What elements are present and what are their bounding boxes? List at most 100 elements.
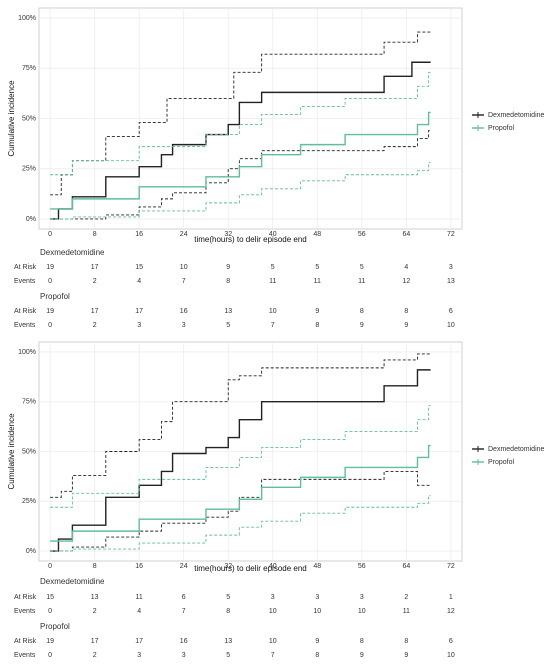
- legend-label: Dexmedetomidine: [488, 446, 545, 453]
- risk-value: 7: [271, 652, 275, 659]
- risk-value: 7: [182, 608, 186, 615]
- x-tick-label: 56: [358, 231, 366, 238]
- legend-label: Propofol: [488, 125, 515, 132]
- risk-value: 12: [402, 278, 410, 285]
- y-tick-label: 100%: [18, 349, 36, 356]
- x-tick-label: 16: [135, 563, 143, 570]
- x-tick-label: 72: [447, 563, 455, 570]
- risk-value: 17: [91, 308, 99, 315]
- risk-value: 9: [315, 308, 319, 315]
- x-tick-label: 32: [224, 563, 232, 570]
- risk-row-label: At Risk: [14, 308, 37, 315]
- risk-group-title: Propofol: [40, 622, 70, 631]
- ci-lower-line: [50, 162, 431, 220]
- risk-value: 0: [48, 652, 52, 659]
- x-tick-label: 16: [135, 231, 143, 238]
- risk-value: 4: [137, 278, 141, 285]
- ci-upper-line: [50, 353, 431, 498]
- risk-row-label: At Risk: [14, 264, 37, 271]
- estimate-line: [50, 444, 431, 542]
- risk-value: 4: [404, 264, 408, 271]
- risk-value: 6: [449, 638, 453, 645]
- risk-value: 6: [449, 308, 453, 315]
- risk-value: 9: [360, 322, 364, 329]
- ci-lower-line: [50, 494, 431, 552]
- x-tick-label: 8: [93, 563, 97, 570]
- risk-group-title: Dexmedetomidine: [40, 577, 105, 586]
- risk-value: 5: [226, 594, 230, 601]
- risk-value: 9: [315, 638, 319, 645]
- risk-value: 11: [269, 278, 276, 285]
- y-tick-label: 25%: [22, 498, 36, 505]
- x-tick-label: 64: [402, 563, 410, 570]
- risk-value: 2: [93, 608, 97, 615]
- risk-value: 2: [93, 652, 97, 659]
- risk-value: 17: [135, 308, 143, 315]
- x-tick-label: 72: [447, 231, 455, 238]
- risk-value: 10: [313, 608, 321, 615]
- risk-value: 5: [226, 322, 230, 329]
- risk-value: 3: [315, 594, 319, 601]
- estimate-line: [50, 111, 431, 210]
- x-tick-label: 48: [313, 231, 321, 238]
- x-tick-label: 32: [224, 231, 232, 238]
- risk-value: 11: [358, 278, 365, 285]
- legend-label: Propofol: [488, 459, 515, 466]
- risk-value: 19: [46, 638, 54, 645]
- risk-value: 2: [93, 322, 97, 329]
- y-axis-label: Cumulative incidence: [7, 413, 16, 490]
- risk-value: 13: [447, 278, 455, 285]
- ci-upper-line: [50, 405, 431, 508]
- legend-label: Dexmedetomidine: [488, 112, 545, 119]
- ci-upper-line: [50, 71, 431, 176]
- risk-value: 17: [91, 638, 99, 645]
- risk-value: 9: [360, 652, 364, 659]
- y-tick-label: 75%: [22, 65, 36, 72]
- risk-value: 4: [137, 608, 141, 615]
- y-tick-label: 25%: [22, 166, 36, 173]
- risk-value: 8: [360, 638, 364, 645]
- y-axis-label: Cumulative incidence: [7, 80, 16, 157]
- x-axis-label: time(hours) to delir episode end: [194, 235, 307, 244]
- ci-lower-line: [50, 470, 431, 552]
- risk-value: 11: [314, 278, 321, 285]
- risk-value: 8: [226, 608, 230, 615]
- risk-group-title: Dexmedetomidine: [40, 248, 105, 257]
- x-tick-label: 64: [402, 231, 410, 238]
- y-tick-label: 50%: [22, 448, 36, 455]
- risk-value: 2: [93, 278, 97, 285]
- risk-row-label: Events: [14, 278, 36, 285]
- risk-value: 3: [360, 594, 364, 601]
- risk-value: 0: [48, 278, 52, 285]
- risk-value: 16: [180, 638, 188, 645]
- risk-value: 19: [46, 264, 54, 271]
- risk-value: 10: [447, 322, 455, 329]
- risk-value: 10: [180, 264, 188, 271]
- risk-value: 3: [137, 322, 141, 329]
- x-tick-label: 40: [269, 231, 277, 238]
- risk-value: 13: [224, 638, 232, 645]
- x-tick-label: 0: [48, 563, 52, 570]
- risk-value: 3: [182, 322, 186, 329]
- y-tick-label: 100%: [18, 15, 36, 22]
- risk-value: 8: [404, 308, 408, 315]
- y-tick-label: 75%: [22, 399, 36, 406]
- risk-value: 11: [136, 594, 143, 601]
- risk-value: 9: [226, 264, 230, 271]
- estimate-line: [50, 369, 431, 552]
- risk-value: 15: [135, 264, 143, 271]
- risk-value: 10: [358, 608, 366, 615]
- x-tick-label: 56: [358, 563, 366, 570]
- y-tick-label: 50%: [22, 115, 36, 122]
- x-tick-label: 0: [48, 231, 52, 238]
- risk-value: 2: [404, 594, 408, 601]
- risk-row-label: Events: [14, 652, 36, 659]
- risk-value: 1: [449, 594, 453, 601]
- risk-row-label: At Risk: [14, 638, 37, 645]
- risk-value: 3: [449, 264, 453, 271]
- risk-value: 19: [46, 308, 54, 315]
- risk-value: 8: [315, 652, 319, 659]
- x-axis-label: time(hours) to delir episode end: [194, 564, 307, 573]
- x-tick-label: 48: [313, 563, 321, 570]
- risk-value: 0: [48, 608, 52, 615]
